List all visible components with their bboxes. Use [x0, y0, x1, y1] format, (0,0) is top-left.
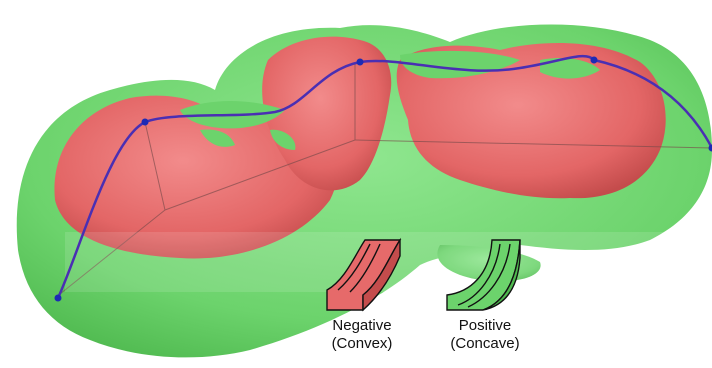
- negative-curvature-surface: [54, 36, 666, 259]
- legend-positive-subtitle: (Concave): [450, 335, 519, 352]
- control-point: [708, 144, 712, 152]
- legend-negative: Negative (Convex): [326, 237, 402, 352]
- legend-negative-title: Negative: [332, 317, 391, 334]
- concave-swatch-icon: [446, 239, 521, 311]
- control-points: [54, 56, 712, 302]
- control-point: [141, 118, 149, 126]
- convex-swatch-icon: [326, 237, 402, 312]
- control-point: [54, 294, 62, 302]
- legend-positive-title: Positive: [459, 317, 512, 334]
- axis-lines: [54, 62, 712, 299]
- legend-positive: Positive (Concave): [446, 239, 521, 352]
- legend-negative-subtitle: (Convex): [332, 335, 393, 352]
- control-point: [590, 56, 598, 64]
- control-point: [356, 58, 364, 66]
